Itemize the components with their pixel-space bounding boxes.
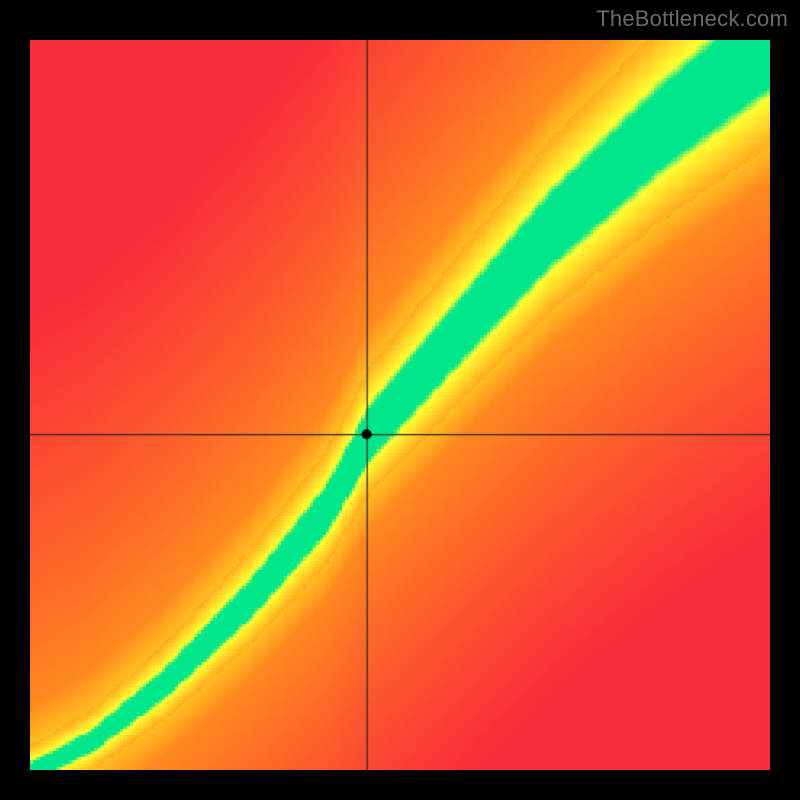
chart-container: TheBottleneck.com <box>0 0 800 800</box>
bottleneck-heatmap <box>30 40 770 770</box>
watermark-text: TheBottleneck.com <box>596 6 788 32</box>
